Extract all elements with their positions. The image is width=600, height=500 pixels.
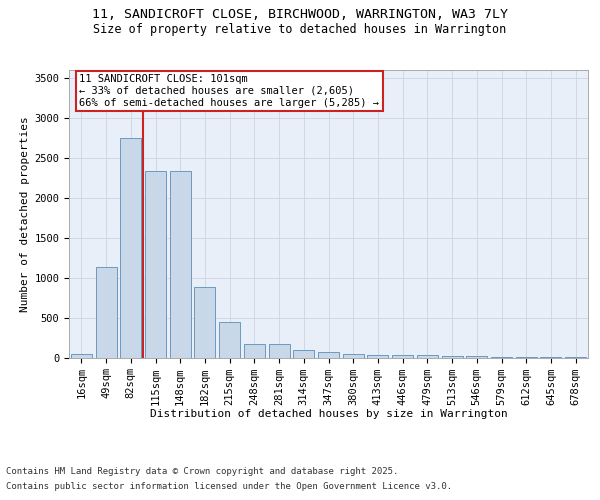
Text: Size of property relative to detached houses in Warrington: Size of property relative to detached ho… — [94, 22, 506, 36]
Bar — [293, 350, 314, 358]
Bar — [244, 344, 265, 357]
Text: 11 SANDICROFT CLOSE: 101sqm
← 33% of detached houses are smaller (2,605)
66% of : 11 SANDICROFT CLOSE: 101sqm ← 33% of det… — [79, 74, 379, 108]
Bar — [71, 354, 92, 358]
Bar — [442, 356, 463, 358]
Bar — [516, 357, 537, 358]
Text: Contains public sector information licensed under the Open Government Licence v3: Contains public sector information licen… — [6, 482, 452, 491]
Bar — [170, 172, 191, 358]
Bar — [95, 268, 116, 358]
Text: Contains HM Land Registry data © Crown copyright and database right 2025.: Contains HM Land Registry data © Crown c… — [6, 467, 398, 476]
Bar — [120, 138, 141, 358]
Bar — [269, 344, 290, 358]
Bar — [466, 356, 487, 358]
Bar — [417, 355, 438, 358]
Bar — [491, 356, 512, 358]
Text: 11, SANDICROFT CLOSE, BIRCHWOOD, WARRINGTON, WA3 7LY: 11, SANDICROFT CLOSE, BIRCHWOOD, WARRING… — [92, 8, 508, 20]
Bar — [367, 354, 388, 358]
Bar — [343, 354, 364, 358]
Y-axis label: Number of detached properties: Number of detached properties — [20, 116, 30, 312]
Bar — [194, 287, 215, 358]
Bar — [392, 355, 413, 358]
Bar — [318, 352, 339, 358]
Bar — [145, 172, 166, 358]
X-axis label: Distribution of detached houses by size in Warrington: Distribution of detached houses by size … — [149, 409, 508, 419]
Bar — [219, 322, 240, 358]
